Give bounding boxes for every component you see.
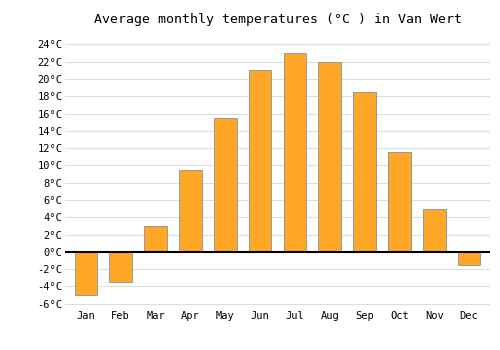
Bar	[318, 62, 341, 252]
Bar	[249, 70, 272, 252]
Bar	[388, 153, 410, 252]
Bar	[458, 252, 480, 265]
Bar	[179, 170, 202, 252]
Bar	[214, 118, 236, 252]
Bar	[144, 226, 167, 252]
Bar	[284, 53, 306, 252]
Bar	[423, 209, 446, 252]
Bar	[74, 252, 97, 295]
Bar	[354, 92, 376, 252]
Bar	[110, 252, 132, 282]
Title: Average monthly temperatures (°C ) in Van Wert: Average monthly temperatures (°C ) in Va…	[94, 13, 462, 26]
